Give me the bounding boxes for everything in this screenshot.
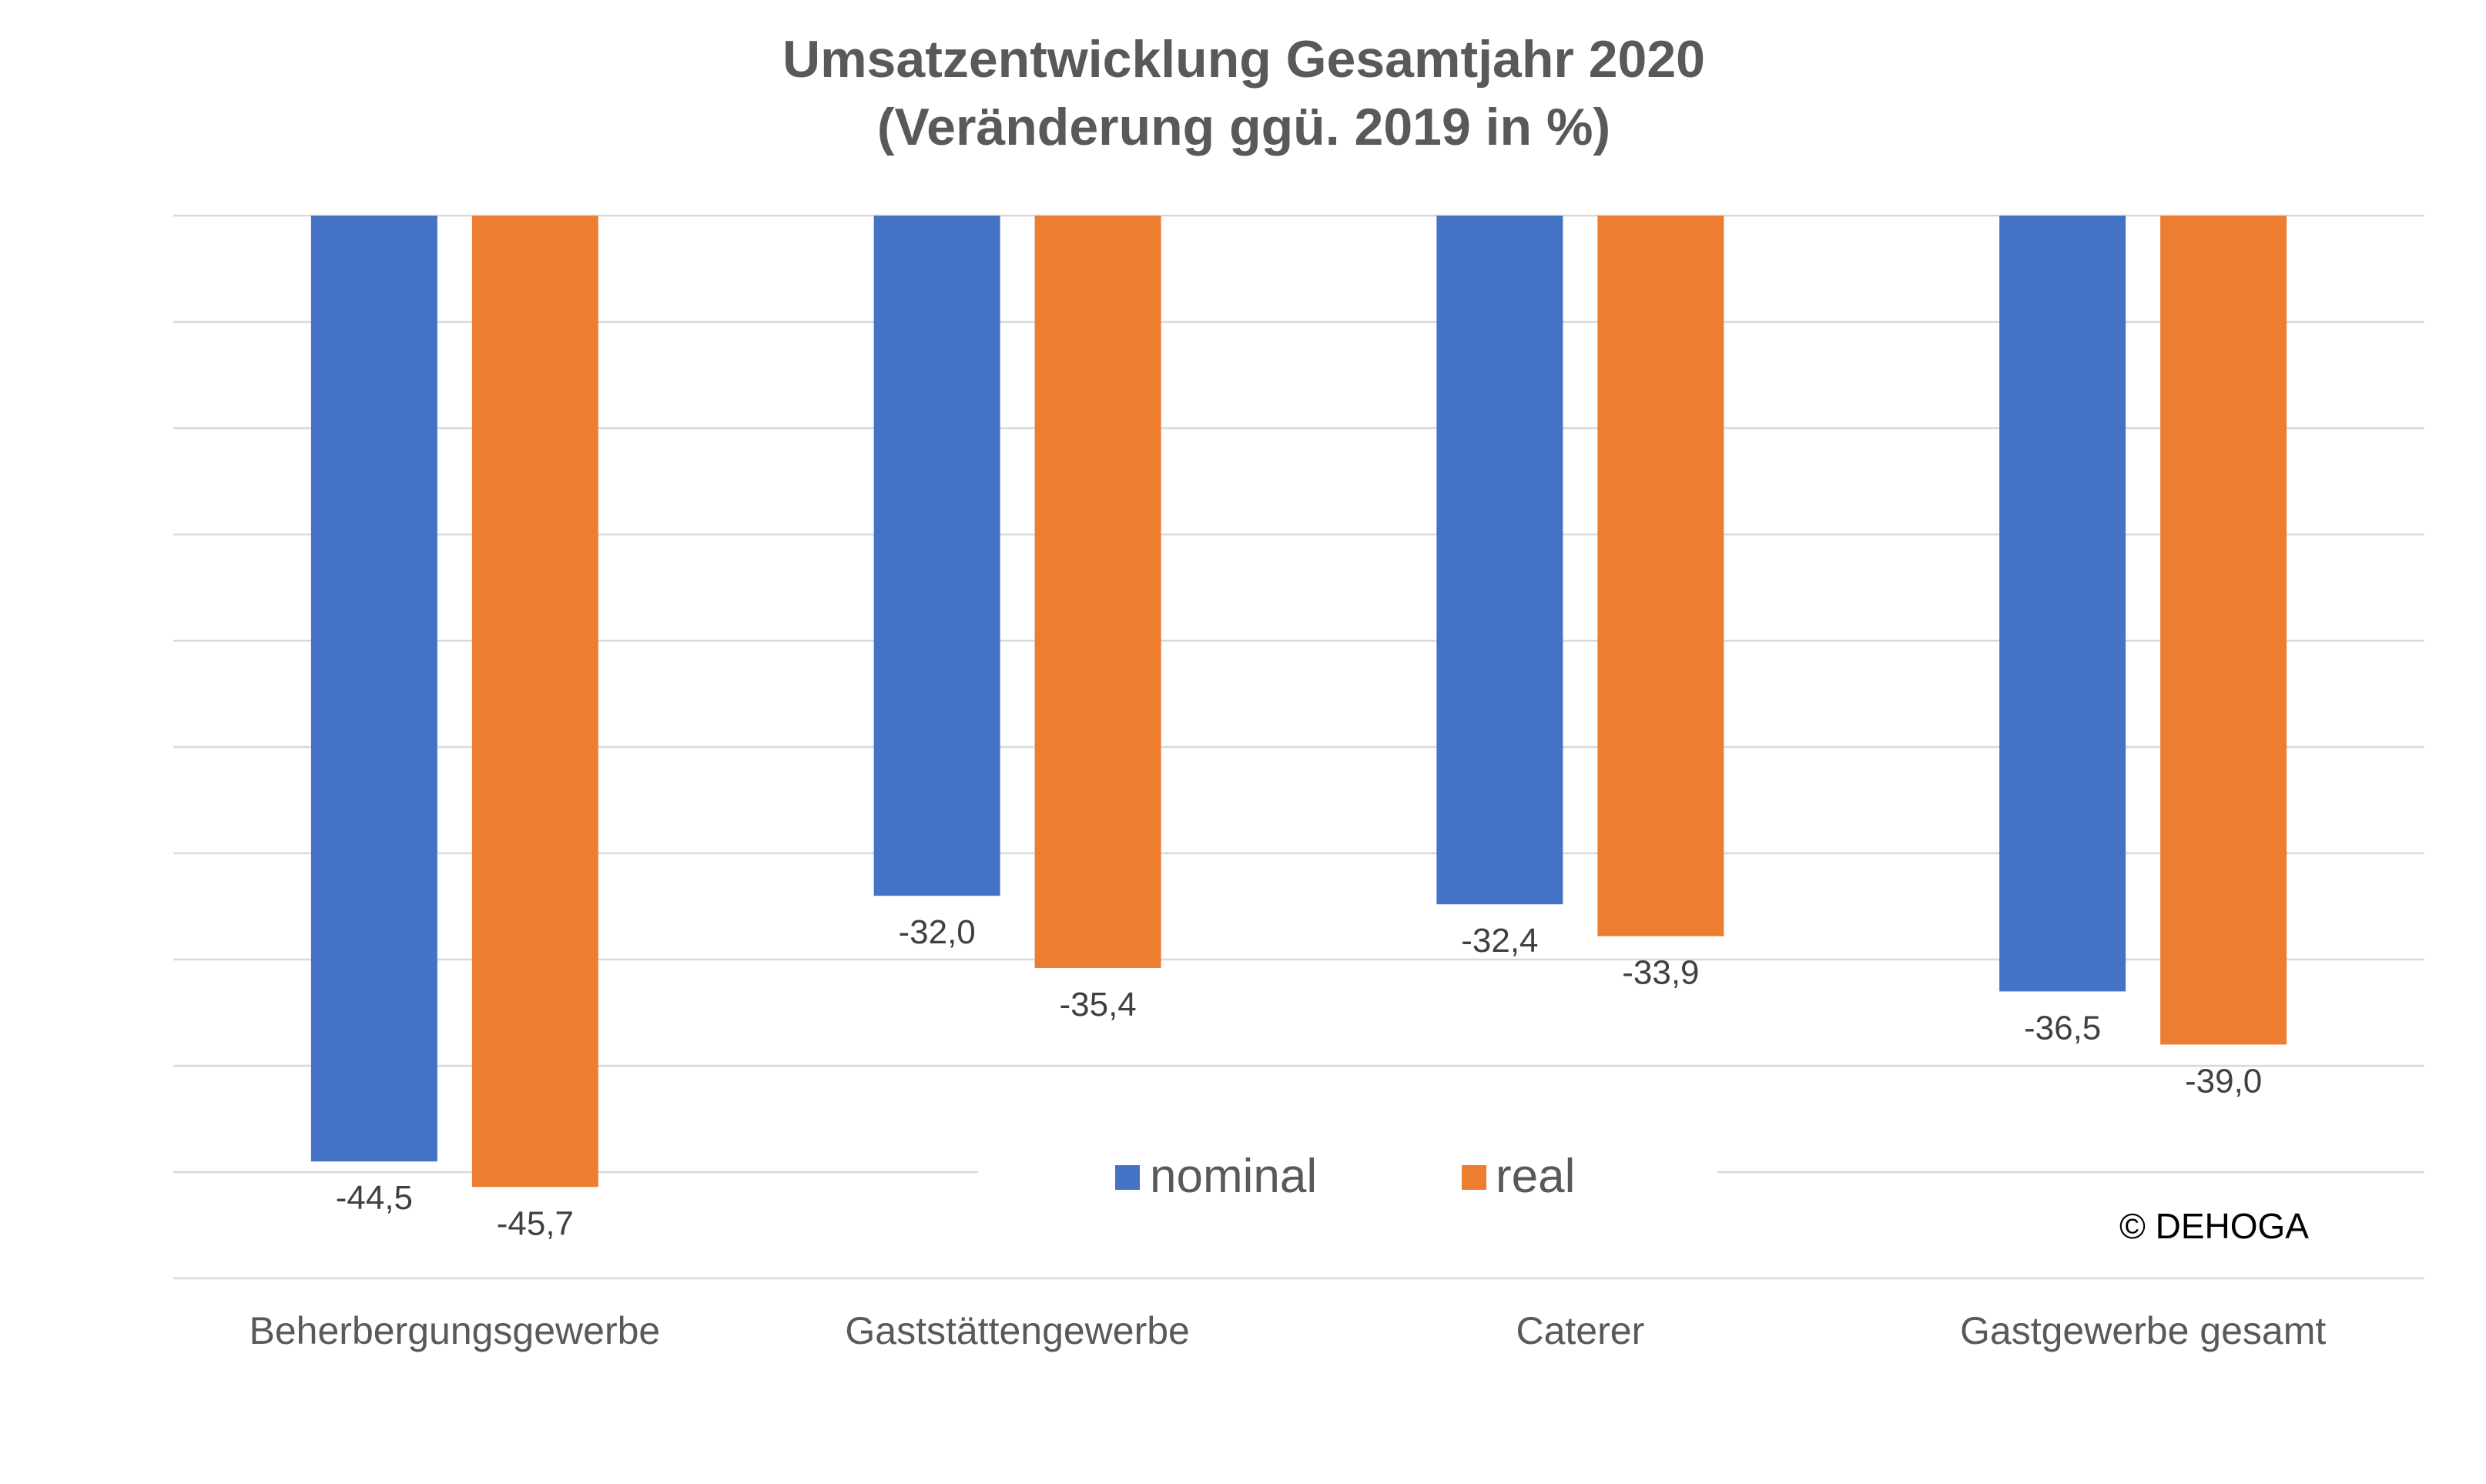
bar-nominal	[873, 216, 1000, 896]
legend-swatch-real	[1462, 1165, 1486, 1190]
category-label: Caterer	[1516, 1309, 1645, 1352]
data-label-nominal: -32,0	[898, 913, 975, 951]
data-label-nominal: -36,5	[2024, 1009, 2101, 1047]
category-labels: Beherbergungsgewerbe Gaststättengewerbe Ca…	[250, 1309, 2327, 1352]
data-label-real: -35,4	[1059, 986, 1136, 1023]
category-label: Beherbergungsgewerbe	[250, 1309, 661, 1352]
legend: nominal real	[978, 1109, 1717, 1203]
bar-real	[1034, 216, 1161, 969]
data-labels: -44,5 -45,7 -32,0 -35,4 -32,4 -33,9 -36,5 -39,0	[336, 913, 2263, 1242]
data-label-real: -45,7	[497, 1204, 574, 1242]
data-label-nominal: -44,5	[336, 1179, 413, 1217]
legend-label-nominal: nominal	[1150, 1150, 1317, 1203]
chart-title: Umsatzentwicklung Gesamtjahr 2020	[782, 30, 1705, 89]
data-label-nominal: -32,4	[1461, 922, 1538, 960]
bar-nominal	[1436, 216, 1563, 905]
bar-nominal	[1999, 216, 2126, 992]
copyright-text: © DEHOGA	[2119, 1206, 2309, 1246]
data-label-real: -33,9	[1622, 954, 1699, 992]
bars	[310, 216, 2287, 1188]
bar-real	[2160, 216, 2287, 1045]
data-label-real: -39,0	[2185, 1062, 2262, 1100]
category-label: Gaststättengewerbe	[845, 1309, 1190, 1352]
bar-real	[471, 216, 598, 1188]
category-label: Gastgewerbe gesamt	[1960, 1309, 2326, 1352]
legend-swatch-nominal	[1115, 1165, 1140, 1190]
legend-label-real: real	[1496, 1150, 1575, 1203]
chart-subtitle: (Veränderung ggü. 2019 in %)	[877, 98, 1610, 156]
legend-background	[978, 1109, 1717, 1201]
bar-real	[1597, 216, 1724, 936]
bar-nominal	[310, 216, 437, 1162]
